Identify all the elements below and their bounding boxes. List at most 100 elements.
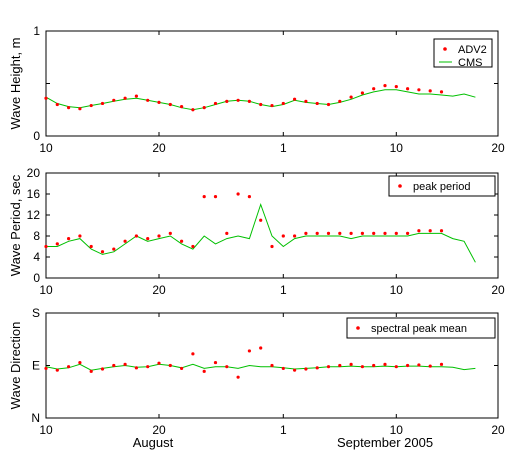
data-point <box>100 101 105 106</box>
x-tick-label: 1 <box>280 423 287 437</box>
data-point <box>394 231 398 235</box>
x-tick-label: 20 <box>491 423 505 437</box>
y-tick-label: 8 <box>33 229 40 243</box>
data-point <box>372 87 376 91</box>
y-axis-title: Wave Period, sec <box>8 174 23 276</box>
data-point <box>315 231 319 235</box>
y-tick-label: 0 <box>33 271 40 285</box>
data-point <box>112 247 116 251</box>
x-tick-label: 20 <box>152 423 166 437</box>
data-point <box>372 231 376 235</box>
data-point <box>428 229 432 233</box>
y-tick-label: E <box>32 359 40 373</box>
data-point <box>281 366 285 371</box>
data-point <box>349 231 353 235</box>
data-point <box>134 234 138 238</box>
data-point <box>372 363 376 368</box>
data-point <box>89 244 93 249</box>
x-tick-label: 10 <box>390 141 404 155</box>
x-tick-label: 10 <box>39 141 53 155</box>
data-point <box>55 242 59 246</box>
data-point <box>360 231 364 235</box>
y-tick-label: 12 <box>27 208 41 222</box>
data-point <box>349 95 353 99</box>
chart-panel-3: 10 20 1 10 20 N E S Wave Direction spectral peak … <box>8 306 505 437</box>
data-point <box>383 231 387 235</box>
data-point <box>349 362 353 366</box>
data-point <box>225 231 229 235</box>
data-point <box>44 244 48 249</box>
data-point <box>293 97 297 101</box>
data-point <box>259 102 263 107</box>
legend-label: spectral peak mean <box>371 323 467 335</box>
y-tick-label: S <box>32 306 40 320</box>
data-point <box>326 365 331 369</box>
data-point <box>180 239 184 243</box>
data-point <box>417 229 421 233</box>
data-point <box>383 84 387 88</box>
legend: peak period <box>388 175 496 197</box>
chart-panel-2: 10 20 1 10 20 0 4 8 12 16 20 Wave Period, sec peak p… <box>8 166 505 297</box>
data-point <box>225 365 229 369</box>
y-tick-label: 16 <box>27 187 41 201</box>
data-point <box>338 231 342 235</box>
y-axis-title: Wave Direction <box>8 322 23 410</box>
x-tick-label: 10 <box>39 423 53 437</box>
data-point <box>417 88 421 92</box>
data-point <box>67 106 71 110</box>
x-tick-label: 20 <box>152 283 166 297</box>
data-point <box>383 362 387 366</box>
data-point <box>78 107 82 111</box>
data-point <box>236 98 240 102</box>
data-point <box>213 101 218 106</box>
data-point <box>406 363 410 368</box>
legend-box <box>388 175 496 197</box>
data-point <box>112 98 116 102</box>
x-tick-label: 1 <box>280 283 287 297</box>
data-point <box>78 360 82 365</box>
data-point <box>281 234 285 238</box>
x-tick-label: 20 <box>152 141 166 155</box>
legend-label: CMS <box>458 57 482 69</box>
data-point <box>236 375 240 379</box>
data-point <box>428 89 432 93</box>
data-point <box>406 87 410 91</box>
data-point <box>439 229 444 233</box>
data-point <box>259 218 263 222</box>
legend-label: peak period <box>413 181 471 193</box>
data-point <box>44 366 48 371</box>
y-tick-label: 1 <box>33 24 40 38</box>
data-point <box>191 352 195 356</box>
data-point <box>112 363 116 368</box>
data-point <box>146 98 150 102</box>
data-point <box>146 365 150 369</box>
data-point <box>360 365 364 369</box>
data-point <box>417 363 421 367</box>
y-tick-label: N <box>31 411 40 425</box>
data-point <box>338 363 342 368</box>
data-point <box>315 366 319 370</box>
axes-frame <box>45 172 499 279</box>
data-point <box>100 250 105 254</box>
data-point <box>247 195 251 199</box>
data-point <box>168 102 172 107</box>
legend-label: ADV2 <box>458 44 487 56</box>
data-point <box>213 195 218 199</box>
series-line-cms <box>45 363 476 371</box>
data-point <box>180 366 184 371</box>
data-point <box>326 102 331 107</box>
y-tick-label: 4 <box>33 250 40 264</box>
data-point <box>293 368 297 372</box>
data-point <box>67 237 71 241</box>
data-point <box>67 365 71 369</box>
data-point <box>191 108 195 112</box>
data-point <box>259 346 263 350</box>
data-point <box>134 94 138 98</box>
data-point <box>44 96 48 100</box>
data-point <box>406 231 410 235</box>
x-tick-label: 1 <box>280 141 287 155</box>
data-point <box>247 349 251 353</box>
x-tick-label: 10 <box>39 283 53 297</box>
